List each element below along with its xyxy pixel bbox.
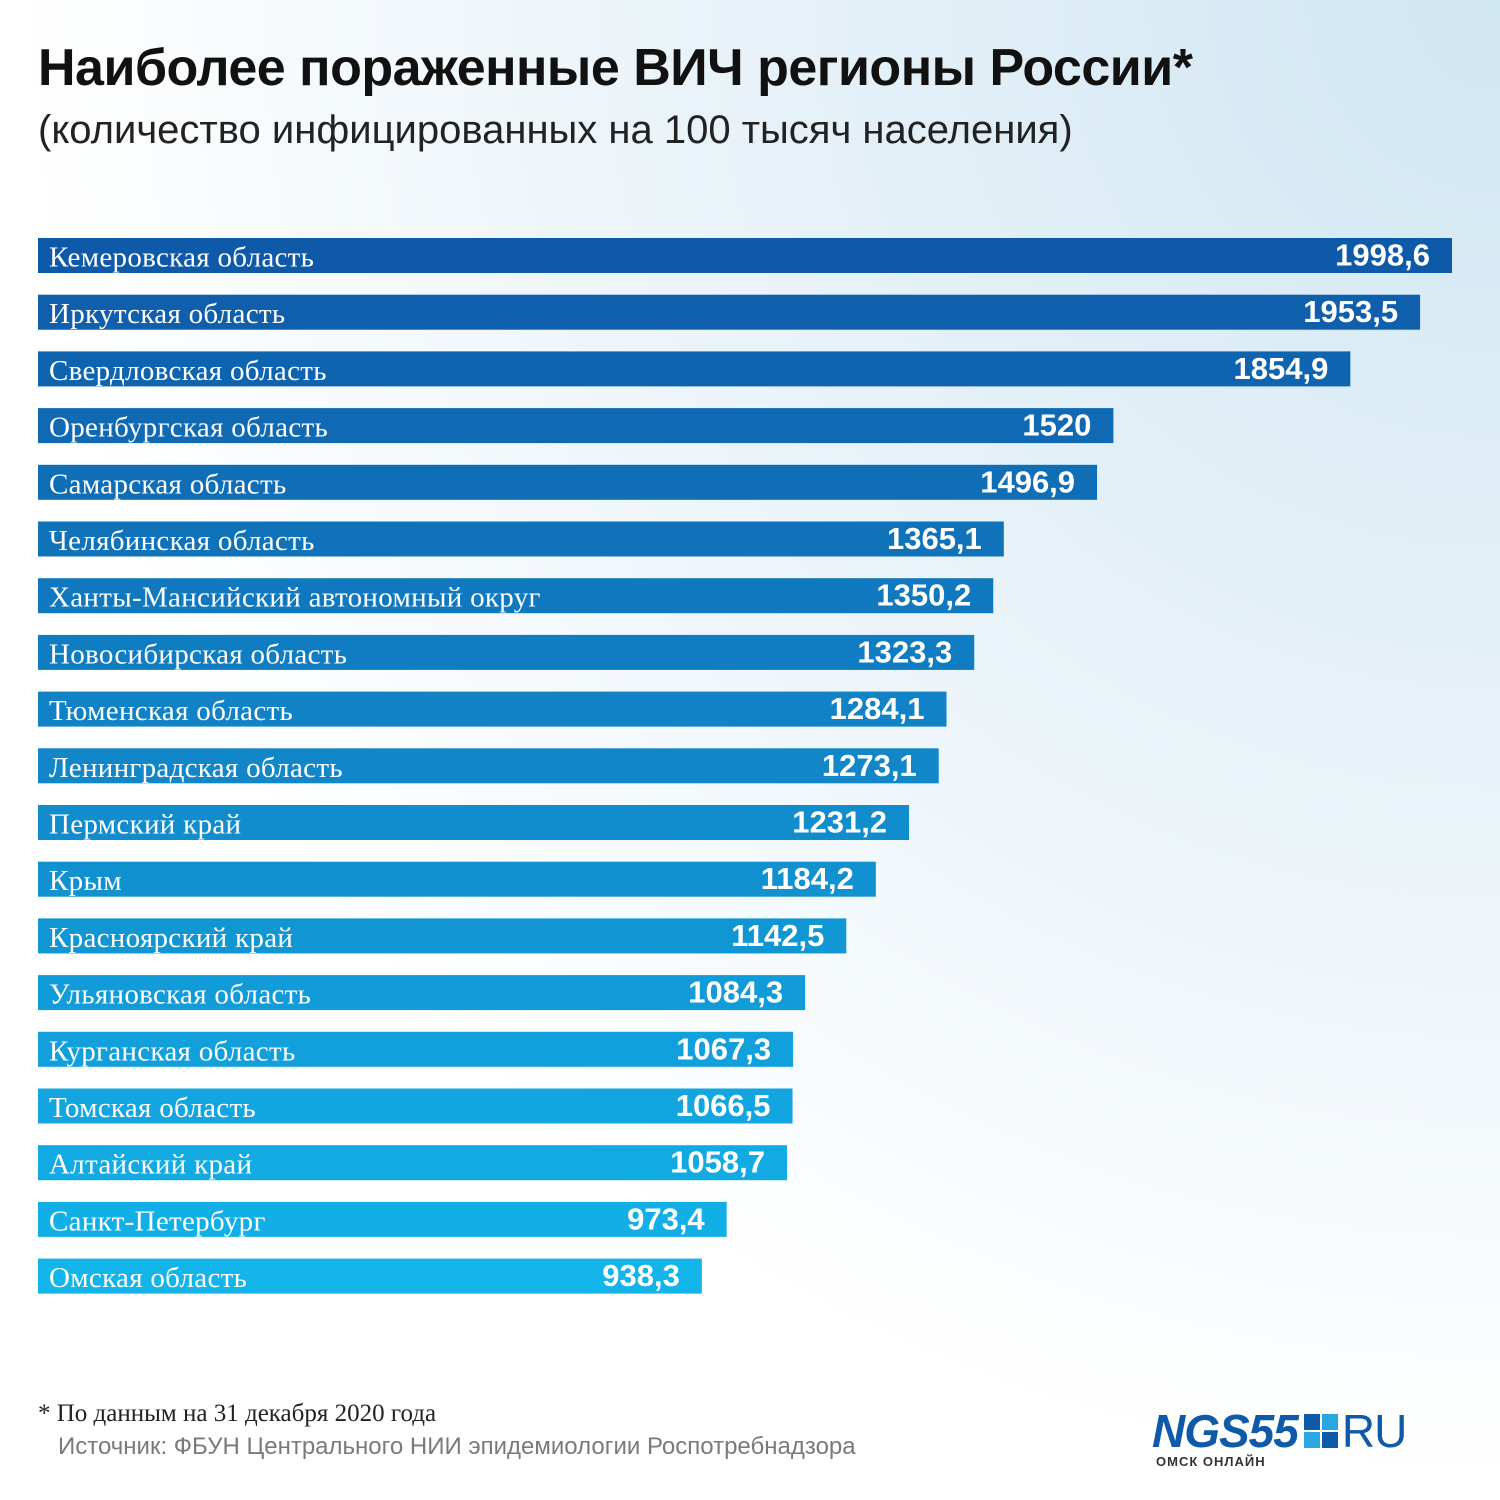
- bar-category-label: Алтайский край: [49, 1149, 252, 1181]
- bar-chart: Кемеровская область 1998,6 Иркутская облас…: [38, 238, 1452, 1294]
- bar: [38, 578, 994, 614]
- ngs55-logo[interactable]: NGS55 RU ОМСК ОНЛАЙН: [1152, 1408, 1462, 1478]
- bar-category-label: Кемеровская область: [49, 242, 314, 274]
- bar: [38, 294, 1421, 330]
- bar-value-label: 1231,2: [792, 805, 887, 840]
- footnote: * По данным на 31 декабря 2020 года: [38, 1400, 437, 1427]
- bar: [38, 861, 876, 897]
- bar: [38, 748, 939, 784]
- source-note: Источник: ФБУН Центрального НИИ эпидемио…: [58, 1433, 856, 1460]
- bar-value-label: 1496,9: [980, 464, 1075, 499]
- bar-category-label: Оренбургская область: [49, 412, 328, 444]
- bar-category-label: Пермский край: [49, 809, 241, 841]
- bar-category-label: Свердловская область: [49, 355, 327, 387]
- logo-tagline: ОМСК ОНЛАЙН: [1156, 1454, 1266, 1469]
- bar-value-label: 1953,5: [1303, 294, 1398, 329]
- bar: [38, 975, 806, 1011]
- bar-value-label: 1273,1: [822, 748, 917, 783]
- logo-square-icon: [1303, 1414, 1338, 1448]
- bar-value-label: 973,4: [627, 1201, 705, 1236]
- bar-value-label: 1284,1: [830, 691, 925, 726]
- bar-value-label: 938,3: [602, 1258, 680, 1293]
- bar: [38, 521, 1004, 557]
- bar-category-label: Ульяновская область: [49, 979, 311, 1011]
- bar: [38, 691, 947, 727]
- bar-value-label: 1084,3: [688, 975, 783, 1010]
- bar: [38, 464, 1098, 500]
- chart-subtitle: (количество инфицированных на 100 тысяч …: [38, 108, 1073, 152]
- bar-category-label: Ханты-Мансийский автономный округ: [49, 582, 541, 614]
- bar-category-label: Красноярский край: [49, 922, 293, 954]
- bar-category-label: Новосибирская область: [49, 638, 347, 670]
- bar-category-label: Крым: [49, 865, 122, 897]
- bar: [38, 1031, 794, 1067]
- bar: [38, 1145, 788, 1181]
- logo-ru-text: RU: [1341, 1405, 1407, 1457]
- bar-category-label: Ленинградская область: [49, 752, 343, 784]
- bar-value-label: 1067,3: [676, 1031, 771, 1066]
- bar-value-label: 1066,5: [676, 1088, 771, 1123]
- bar-category-label: Курганская область: [49, 1035, 295, 1067]
- bar: [38, 1201, 727, 1237]
- bar-category-label: Санкт-Петербург: [49, 1205, 266, 1237]
- bar: [38, 408, 1114, 444]
- bar: [38, 1088, 793, 1124]
- bar: [38, 805, 910, 840]
- bar-category-label: Томская область: [49, 1092, 256, 1124]
- bar-category-label: Челябинская область: [49, 525, 315, 557]
- bar: [38, 918, 847, 954]
- bar: [38, 634, 975, 670]
- bar-value-label: 1184,2: [761, 861, 854, 896]
- logo-ngs-text: NGS55: [1152, 1405, 1299, 1457]
- bar-value-label: 1365,1: [887, 521, 982, 556]
- bar-category-label: Тюменская область: [49, 695, 293, 727]
- bar-value-label: 1142,5: [731, 918, 824, 953]
- bar: [38, 238, 1452, 273]
- bar-value-label: 1854,9: [1234, 351, 1329, 386]
- bar: [38, 351, 1351, 387]
- bar-value-label: 1323,3: [857, 634, 952, 669]
- bar-value-label: 1998,6: [1335, 238, 1430, 273]
- bar: [38, 1258, 702, 1294]
- bar-value-label: 1350,2: [876, 578, 971, 613]
- bar-category-label: Самарская область: [49, 468, 286, 500]
- chart-title: Наиболее пораженные ВИЧ регионы России*: [38, 39, 1193, 97]
- bar-category-label: Омская область: [49, 1262, 247, 1294]
- bar-category-label: Иркутская область: [49, 298, 285, 330]
- bar-value-label: 1520: [1022, 408, 1091, 443]
- bar-value-label: 1058,7: [670, 1145, 765, 1180]
